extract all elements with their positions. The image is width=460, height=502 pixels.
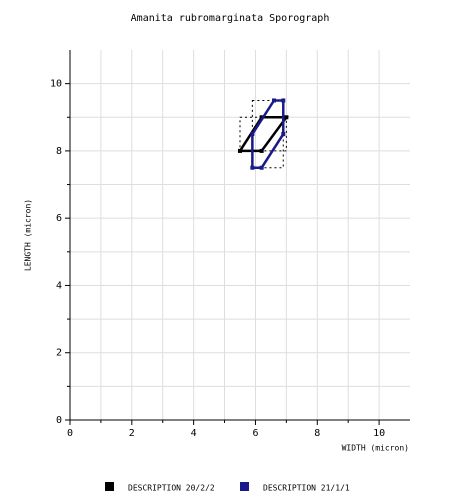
range-box	[239, 116, 287, 152]
vertex	[281, 132, 286, 137]
vertex	[238, 148, 242, 153]
x-tick-label: 8	[314, 428, 320, 439]
spore-outline	[251, 99, 285, 169]
y-tick-label: 8	[56, 146, 62, 157]
y-tick-label: 4	[56, 280, 62, 291]
x-tick-label: 2	[129, 428, 135, 439]
vertex	[250, 132, 255, 137]
vertex	[284, 115, 289, 120]
vertex	[259, 148, 264, 153]
vertex	[250, 165, 255, 170]
x-axis-label: WIDTH (micron)	[342, 444, 409, 453]
y-tick-label: 2	[56, 348, 62, 359]
legend-label: DESCRIPTION 20/2/2	[128, 484, 215, 493]
legend-label: DESCRIPTION 21/1/1	[263, 484, 350, 493]
y-axis-label: LENGTH (micron)	[24, 199, 33, 271]
vertex	[281, 98, 286, 103]
vertex	[272, 98, 276, 103]
y-tick-label: 0	[56, 415, 62, 426]
vertex	[259, 165, 264, 170]
vertex	[259, 115, 264, 120]
x-tick-label: 4	[191, 428, 197, 439]
range-box	[251, 99, 284, 169]
legend-swatch	[105, 482, 114, 491]
y-tick-label: 6	[56, 213, 62, 224]
x-tick-label: 6	[252, 428, 258, 439]
x-tick-label: 10	[373, 428, 385, 439]
y-tick-label: 10	[50, 79, 62, 90]
legend-swatch	[240, 482, 249, 491]
x-tick-label: 0	[67, 428, 73, 439]
spore-outline	[237, 116, 289, 153]
chart-title: Amanita rubromarginata Sporograph	[131, 13, 330, 24]
